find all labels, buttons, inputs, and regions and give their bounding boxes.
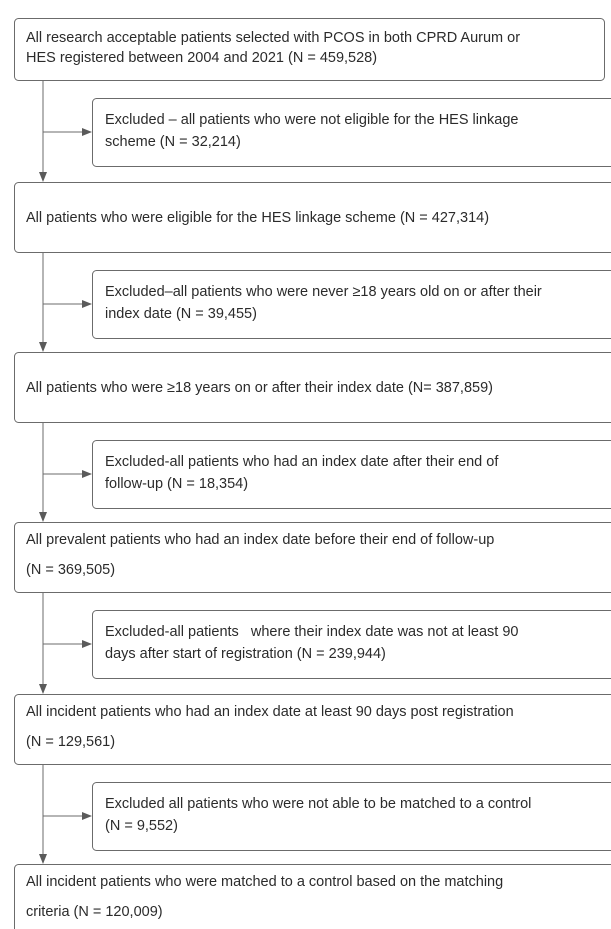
main-box-text: All incident patients who had an index d… [26, 704, 514, 720]
excluded-box-text: (N = 9,552) [105, 818, 178, 834]
excluded-box-text: Excluded-all patients who had an index d… [105, 454, 499, 470]
main-box [14, 182, 611, 253]
excluded-box [92, 98, 611, 167]
excluded-box-text: Excluded–all patients who were never ≥18… [105, 284, 542, 300]
excluded-box-text: Excluded – all patients who were not eli… [105, 112, 519, 128]
excluded-box-text: index date (N = 39,455) [105, 306, 257, 322]
excluded-box-text: Excluded all patients who were not able … [105, 796, 531, 812]
excluded-box [92, 610, 611, 679]
main-box-text: All patients who were ≥18 years on or af… [26, 380, 493, 396]
main-box-text: (N = 369,505) [26, 562, 115, 578]
main-box-text: All prevalent patients who had an index … [26, 532, 494, 548]
main-box-text: All incident patients who were matched t… [26, 874, 503, 890]
main-box-text: criteria (N = 120,009) [26, 904, 163, 920]
main-box-text: (N = 129,561) [26, 734, 115, 750]
excluded-box [92, 782, 611, 851]
excluded-box-text: Excluded-all patients where their index … [105, 624, 519, 640]
main-box [14, 694, 611, 765]
main-box [14, 352, 611, 423]
main-box [14, 864, 611, 929]
main-box [14, 522, 611, 593]
main-box-text: All patients who were eligible for the H… [26, 210, 489, 226]
excluded-box-text: days after start of registration (N = 23… [105, 646, 386, 662]
excluded-box [92, 440, 611, 509]
main-box-text: All research acceptable patients selecte… [26, 30, 520, 46]
excluded-box-text: scheme (N = 32,214) [105, 134, 241, 150]
main-box [14, 18, 605, 81]
excluded-box-text: follow-up (N = 18,354) [105, 476, 248, 492]
main-box-text: HES registered between 2004 and 2021 (N … [26, 50, 377, 66]
excluded-box [92, 270, 611, 339]
